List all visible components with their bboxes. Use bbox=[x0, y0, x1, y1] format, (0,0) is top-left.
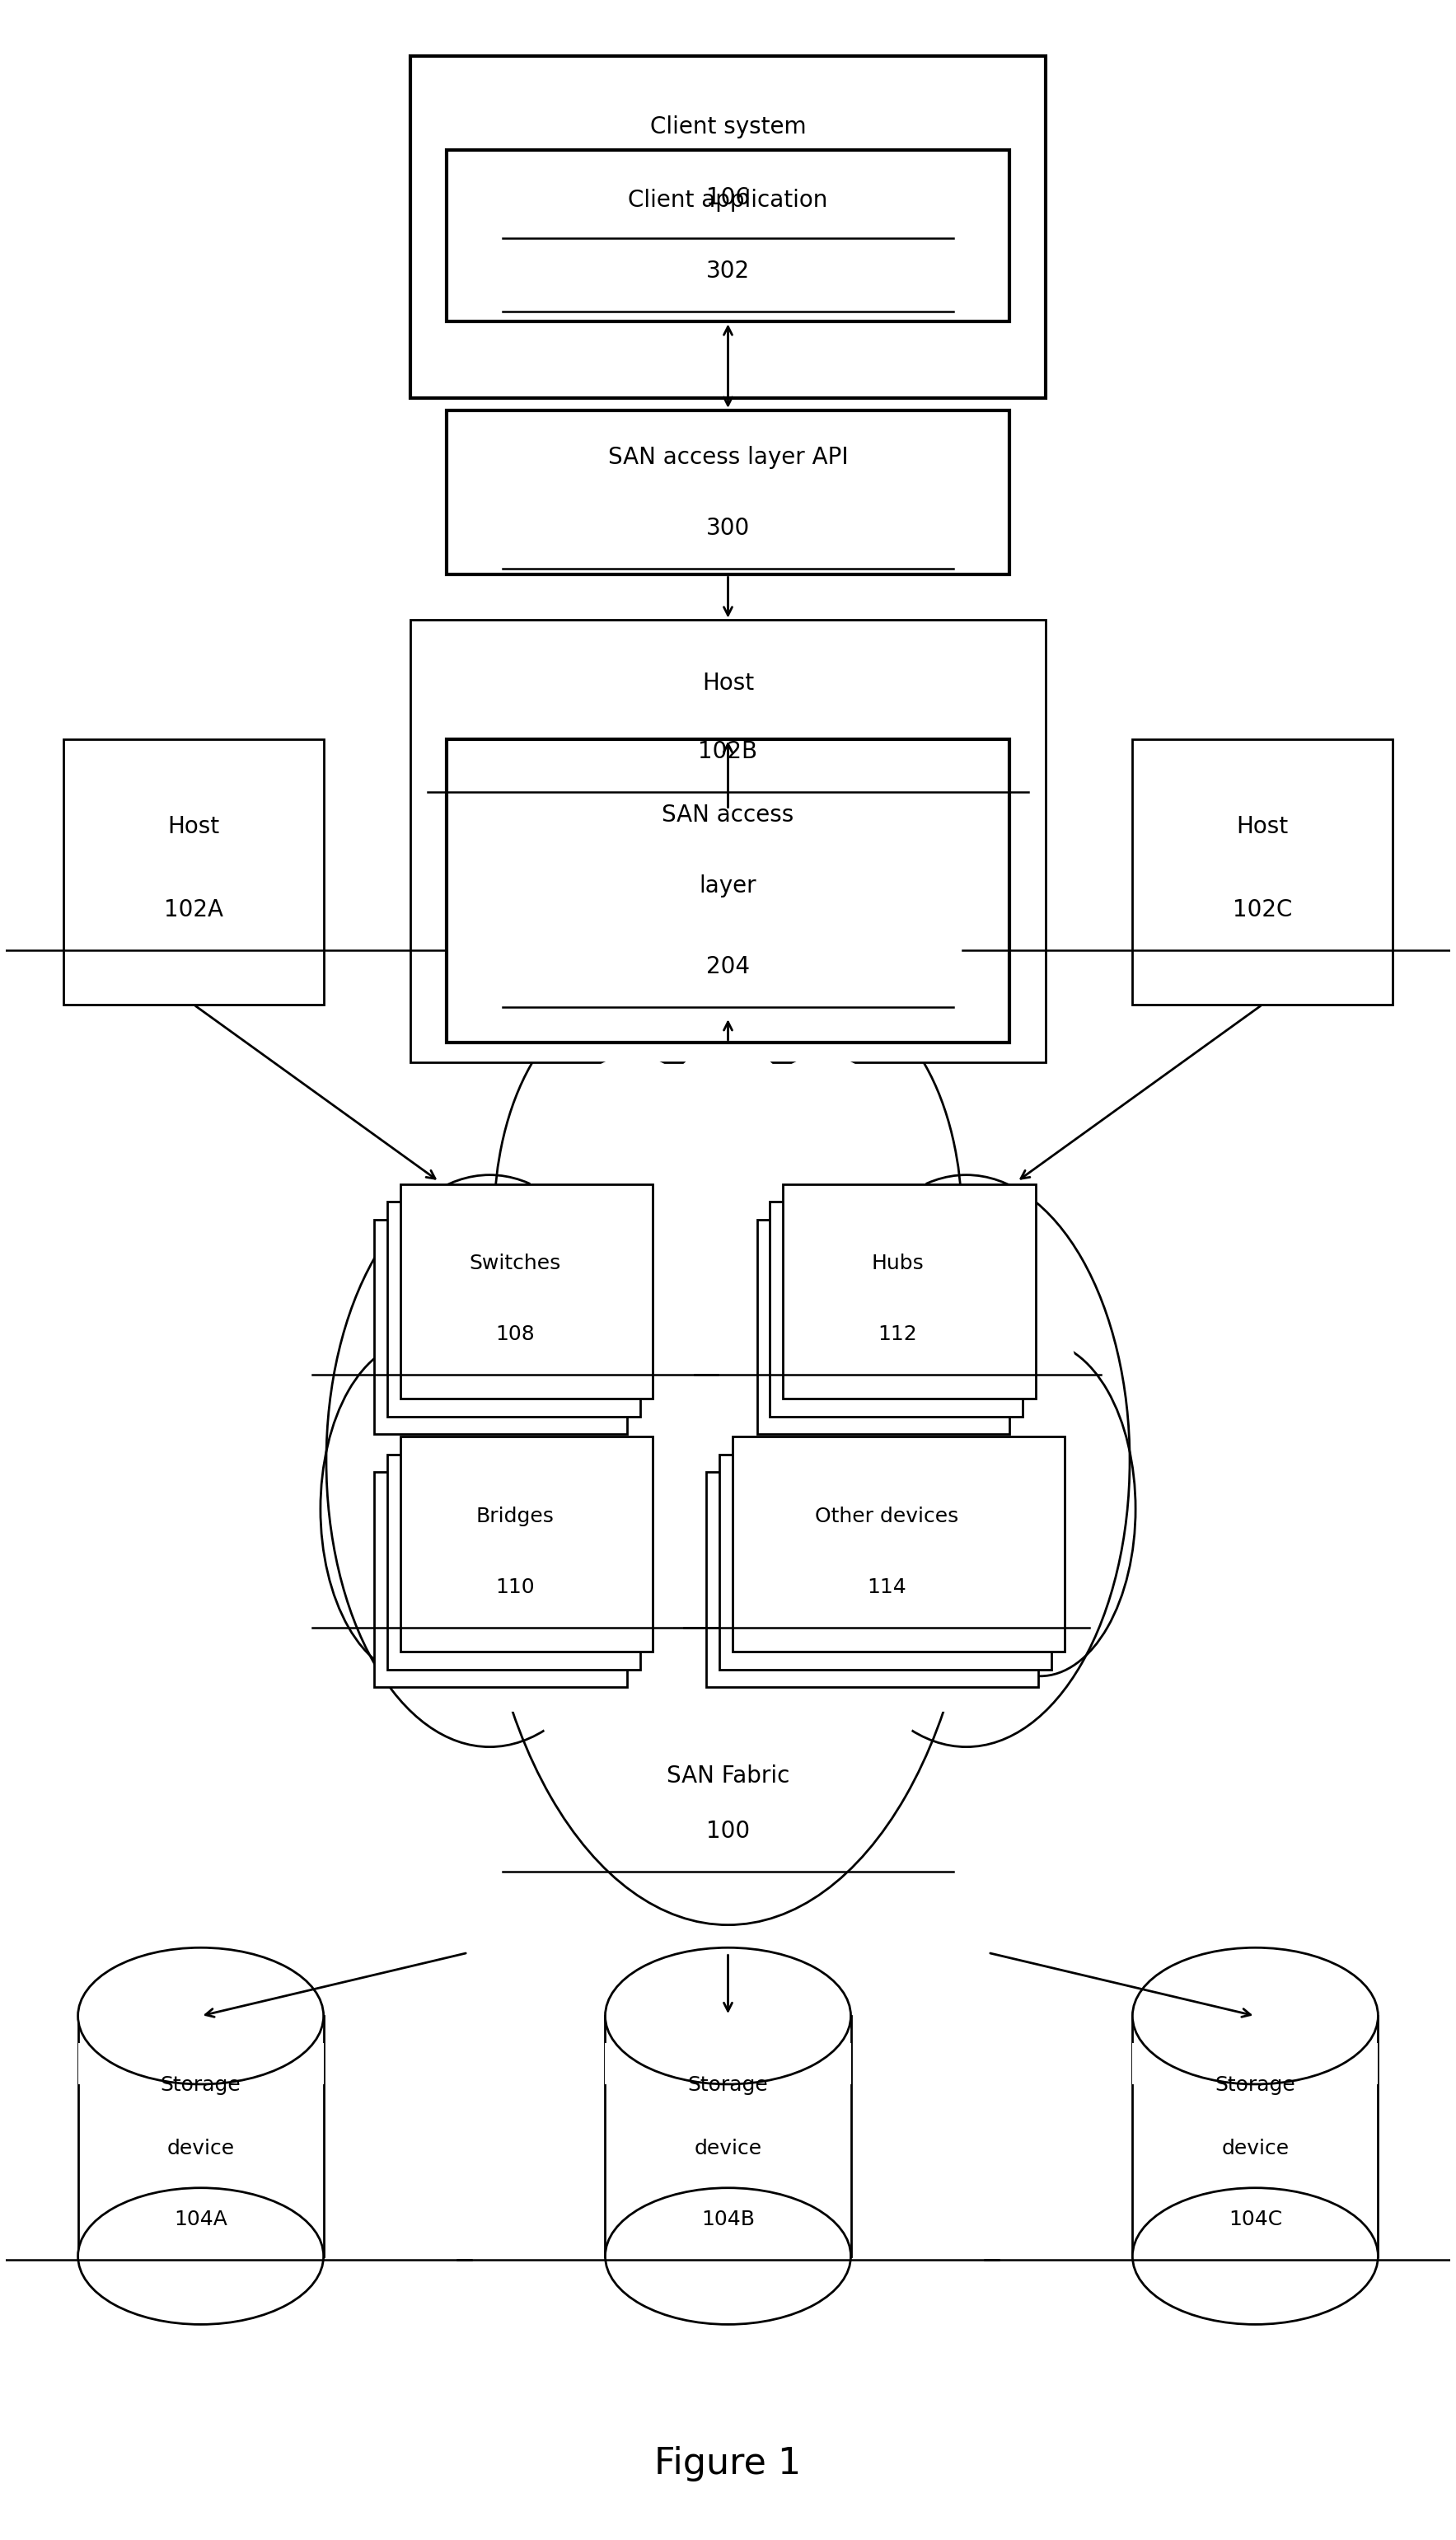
Text: 104C: 104C bbox=[1229, 2210, 1283, 2230]
Bar bbox=[447, 739, 1009, 1041]
Text: 102A: 102A bbox=[165, 899, 223, 922]
Circle shape bbox=[476, 1044, 980, 1925]
Ellipse shape bbox=[1133, 2187, 1377, 2324]
Text: 204: 204 bbox=[706, 955, 750, 978]
Text: 300: 300 bbox=[706, 516, 750, 538]
Bar bbox=[374, 1473, 628, 1687]
Text: device: device bbox=[167, 2139, 234, 2159]
Circle shape bbox=[320, 1341, 511, 1676]
Ellipse shape bbox=[606, 2187, 850, 2324]
Circle shape bbox=[715, 1057, 932, 1435]
Text: SAN Fabric: SAN Fabric bbox=[667, 1765, 789, 1788]
Text: layer: layer bbox=[699, 874, 757, 897]
Text: Host: Host bbox=[702, 673, 754, 696]
Text: Other devices: Other devices bbox=[815, 1506, 958, 1527]
Text: Figure 1: Figure 1 bbox=[655, 2446, 801, 2482]
Circle shape bbox=[943, 1367, 1093, 1631]
Bar bbox=[447, 411, 1009, 574]
Text: device: device bbox=[1222, 2139, 1289, 2159]
Circle shape bbox=[363, 1367, 513, 1631]
Text: 108: 108 bbox=[495, 1323, 534, 1344]
Text: 104A: 104A bbox=[175, 2210, 227, 2230]
Text: 302: 302 bbox=[706, 259, 750, 282]
Bar bbox=[374, 1219, 628, 1435]
Bar bbox=[706, 1473, 1038, 1687]
Text: Switches: Switches bbox=[469, 1255, 561, 1273]
Circle shape bbox=[524, 1057, 741, 1435]
Ellipse shape bbox=[1133, 1948, 1377, 2085]
Circle shape bbox=[622, 988, 834, 1356]
Circle shape bbox=[326, 1176, 654, 1748]
Bar bbox=[447, 150, 1009, 323]
Text: Host: Host bbox=[1236, 815, 1289, 838]
Circle shape bbox=[494, 1001, 745, 1440]
Bar bbox=[732, 1438, 1064, 1651]
Circle shape bbox=[368, 1209, 655, 1712]
Bar bbox=[757, 1219, 1009, 1435]
Text: 114: 114 bbox=[868, 1577, 907, 1598]
Bar bbox=[387, 1455, 639, 1669]
Ellipse shape bbox=[606, 1948, 850, 2085]
Text: Client system: Client system bbox=[649, 114, 807, 140]
Bar bbox=[1133, 739, 1392, 1003]
Bar bbox=[400, 1438, 652, 1651]
Circle shape bbox=[802, 1176, 1130, 1748]
Bar bbox=[1133, 2042, 1377, 2085]
Circle shape bbox=[496, 1080, 960, 1890]
Text: 100: 100 bbox=[706, 1819, 750, 1844]
Circle shape bbox=[641, 1044, 815, 1351]
Circle shape bbox=[801, 1209, 1088, 1712]
Text: Bridges: Bridges bbox=[476, 1506, 555, 1527]
Text: 104B: 104B bbox=[702, 2210, 754, 2230]
Text: 102B: 102B bbox=[699, 739, 757, 762]
Circle shape bbox=[711, 1001, 962, 1440]
Text: Storage: Storage bbox=[687, 2075, 769, 2095]
Bar bbox=[411, 620, 1045, 1062]
Text: SAN access: SAN access bbox=[662, 803, 794, 826]
Bar bbox=[400, 1184, 652, 1400]
Ellipse shape bbox=[79, 2187, 323, 2324]
Bar bbox=[770, 1201, 1022, 1417]
Text: 102C: 102C bbox=[1233, 899, 1293, 922]
Text: SAN access layer API: SAN access layer API bbox=[607, 444, 849, 467]
Text: 106: 106 bbox=[706, 185, 750, 208]
Bar bbox=[64, 739, 323, 1003]
Text: Storage: Storage bbox=[160, 2075, 242, 2095]
Text: 110: 110 bbox=[495, 1577, 534, 1598]
Text: Hubs: Hubs bbox=[872, 1255, 925, 1273]
Text: Host: Host bbox=[167, 815, 220, 838]
Circle shape bbox=[945, 1341, 1136, 1676]
Bar bbox=[783, 1184, 1035, 1400]
Bar bbox=[387, 1201, 639, 1417]
Text: Client application: Client application bbox=[628, 188, 828, 211]
Bar bbox=[606, 2042, 850, 2085]
Text: device: device bbox=[695, 2139, 761, 2159]
Text: Storage: Storage bbox=[1214, 2075, 1296, 2095]
Bar bbox=[411, 56, 1045, 399]
Text: 112: 112 bbox=[878, 1323, 917, 1344]
Bar bbox=[719, 1455, 1051, 1669]
Bar bbox=[79, 2042, 323, 2085]
Ellipse shape bbox=[79, 1948, 323, 2085]
